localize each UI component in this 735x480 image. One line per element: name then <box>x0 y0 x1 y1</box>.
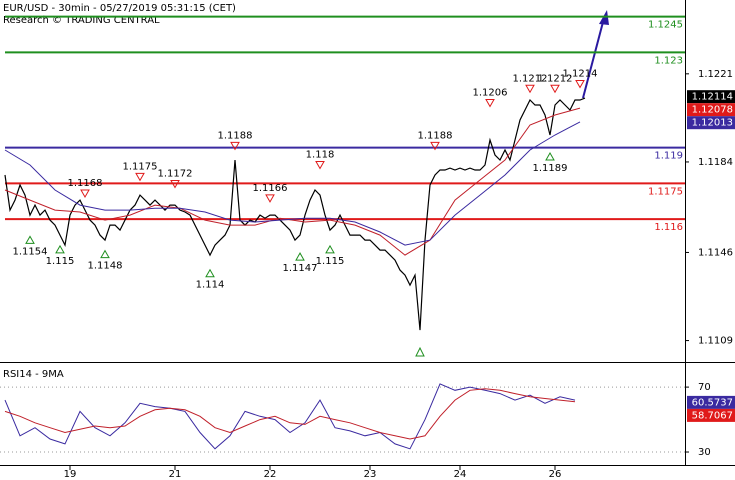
high-marker <box>550 84 560 94</box>
low-label: 1.1148 <box>88 261 123 272</box>
price-box-label: 58.7067 <box>692 410 733 421</box>
x-tick-label: 19 <box>64 469 77 480</box>
high-label: 1.1188 <box>418 130 453 141</box>
high-marker <box>265 194 275 203</box>
price-box-label: 1.12013 <box>692 118 733 129</box>
high-label: 1.1168 <box>68 178 103 189</box>
level-label: 1.119 <box>654 151 683 162</box>
price-box-label: 1.12114 <box>692 92 733 103</box>
high-label: 1.1214 <box>563 69 598 80</box>
level-label: 1.1245 <box>648 20 683 31</box>
x-tick-label: 23 <box>364 469 377 480</box>
high-marker <box>575 80 585 89</box>
forecast-arrow <box>582 21 604 99</box>
rsi-title: RSI14 - 9MA <box>3 369 64 380</box>
low-marker <box>25 235 35 244</box>
low-label: 1.115 <box>46 256 75 267</box>
x-tick-label: 24 <box>454 469 467 480</box>
price-box <box>687 103 735 117</box>
high-label: 1.1212 <box>513 73 548 84</box>
high-marker <box>170 180 180 189</box>
y-tick-label: 1.1146 <box>698 247 733 258</box>
price-box <box>687 116 735 130</box>
series-line <box>4 388 576 440</box>
price-box-label: 1.12078 <box>692 105 733 116</box>
low-label: 1.1189 <box>533 163 568 174</box>
high-label: 1.1188 <box>218 130 253 141</box>
series-line <box>4 107 581 256</box>
series-line <box>4 121 581 246</box>
high-label: 1.118 <box>306 149 335 160</box>
low-marker <box>415 346 425 357</box>
level-label: 1.123 <box>654 55 683 66</box>
low-marker <box>100 249 110 259</box>
high-marker <box>80 189 90 199</box>
series-line <box>4 97 586 331</box>
low-marker <box>545 152 555 161</box>
y-tick-label: 30 <box>698 447 711 458</box>
high-label: 1.1206 <box>473 88 508 99</box>
y-tick-label: 1.1109 <box>698 336 733 347</box>
x-tick-label: 21 <box>169 469 182 480</box>
low-marker <box>295 252 305 261</box>
x-tick-label: 22 <box>264 469 277 480</box>
x-tick-label: 26 <box>549 469 562 480</box>
price-box-label: 60.5737 <box>692 397 733 408</box>
y-tick-label: 70 <box>698 382 711 393</box>
high-label: 1.1212 <box>538 73 573 84</box>
low-label: 1.1147 <box>283 263 318 274</box>
y-tick-label: 1.1221 <box>698 69 733 80</box>
price-box <box>687 395 735 409</box>
price-box <box>687 408 735 422</box>
high-label: 1.1166 <box>253 183 288 194</box>
high-label: 1.1175 <box>123 161 158 172</box>
high-marker <box>430 141 440 151</box>
level-label: 1.116 <box>654 222 683 233</box>
low-marker <box>205 268 215 278</box>
level-label: 1.1175 <box>648 186 683 197</box>
chart-subtitle: Research © TRADING CENTRAL <box>3 15 160 26</box>
high-marker <box>230 141 240 151</box>
price-box <box>687 90 735 104</box>
low-marker <box>325 244 335 254</box>
high-marker <box>135 172 145 182</box>
high-marker <box>485 99 495 108</box>
low-marker <box>55 244 65 254</box>
y-tick-label: 1.1184 <box>698 157 733 168</box>
high-marker <box>315 160 325 170</box>
high-marker <box>525 84 535 94</box>
chart-title: EUR/USD - 30min - 05/27/2019 05:31:15 (C… <box>3 3 236 14</box>
low-label: 1.114 <box>196 280 225 291</box>
low-label: 1.115 <box>316 256 345 267</box>
high-label: 1.1172 <box>158 169 193 180</box>
low-label: 1.1154 <box>13 246 48 257</box>
